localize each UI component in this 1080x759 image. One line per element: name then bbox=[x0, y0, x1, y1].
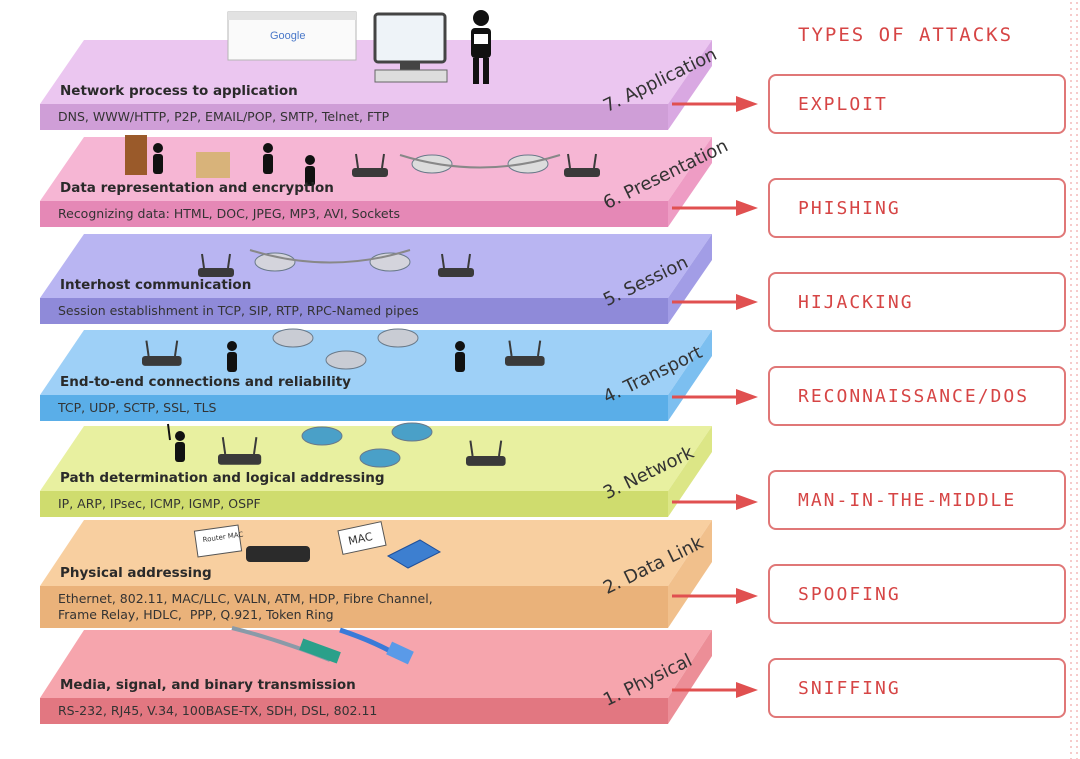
layer-protocols: RS-232, RJ45, V.34, 100BASE-TX, SDH, DSL… bbox=[58, 703, 378, 718]
layer-title: Physical addressing bbox=[60, 565, 212, 581]
arrow-head bbox=[736, 682, 758, 698]
network-switch-icon bbox=[386, 539, 442, 569]
attack-box: MAN-IN-THE-MIDDLE bbox=[768, 470, 1066, 530]
person-icon bbox=[227, 341, 237, 351]
arrow-head bbox=[736, 494, 758, 510]
person-icon bbox=[175, 431, 185, 441]
layer-side-face bbox=[668, 630, 712, 724]
attack-box: RECONNAISSANCE/DOS bbox=[768, 366, 1066, 426]
attack-box: SNIFFING bbox=[768, 658, 1066, 718]
arrow-head bbox=[736, 294, 758, 310]
bridge-icon bbox=[399, 154, 561, 169]
mac-tag-text: MAC bbox=[347, 530, 374, 548]
network-router-icon bbox=[301, 426, 343, 446]
layer-top-face bbox=[40, 330, 712, 395]
layer-protocols: TCP, UDP, SCTP, SSL, TLS bbox=[58, 400, 217, 415]
layer-protocols: Ethernet, 802.11, MAC/LLC, VALN, ATM, HD… bbox=[58, 591, 433, 622]
person-icon bbox=[473, 10, 489, 26]
rj45-connector-icon bbox=[386, 641, 414, 665]
flag-icon bbox=[167, 423, 171, 441]
mac-tag bbox=[337, 521, 387, 555]
package-box-icon bbox=[196, 152, 230, 178]
router-icon bbox=[466, 456, 506, 466]
network-router-icon bbox=[359, 448, 401, 468]
envelope-icon bbox=[474, 34, 488, 44]
layer-title: End-to-end connections and reliability bbox=[60, 374, 351, 390]
layer-protocol-bar bbox=[40, 586, 668, 628]
network-router-icon bbox=[254, 252, 296, 272]
arrow-head bbox=[736, 200, 758, 216]
layer-title: Data representation and encryption bbox=[60, 180, 334, 196]
attack-label: EXPLOIT bbox=[798, 94, 888, 115]
router-icon bbox=[438, 268, 474, 277]
browser-logo-text: Google bbox=[270, 30, 305, 42]
network-router-icon bbox=[377, 328, 419, 348]
layer-top-face bbox=[40, 630, 712, 698]
layer-title: Media, signal, and binary transmission bbox=[60, 677, 356, 693]
network-router-icon bbox=[391, 422, 433, 442]
attack-label: HIJACKING bbox=[798, 292, 914, 313]
keyboard-icon bbox=[374, 69, 448, 83]
layer-side-face bbox=[668, 520, 712, 628]
router-icon bbox=[564, 168, 600, 177]
layer-protocol-bar bbox=[40, 491, 668, 517]
arrow-head bbox=[736, 389, 758, 405]
bridge-icon bbox=[249, 249, 411, 264]
router-mac-tag bbox=[193, 524, 243, 558]
person-icon bbox=[263, 143, 273, 153]
layer-side-face bbox=[668, 137, 712, 227]
router-icon bbox=[246, 546, 310, 562]
network-router-icon bbox=[325, 350, 367, 370]
door-icon bbox=[125, 135, 147, 175]
attack-label: SNIFFING bbox=[798, 678, 901, 699]
attack-box: SPOOFING bbox=[768, 564, 1066, 624]
layer-title: Network process to application bbox=[60, 83, 298, 99]
layer-protocols: IP, ARP, IPsec, ICMP, IGMP, OSPF bbox=[58, 496, 261, 511]
computer-monitor-icon bbox=[373, 12, 447, 64]
layer-title: Interhost communication bbox=[60, 277, 252, 293]
attack-box: PHISHING bbox=[768, 178, 1066, 238]
person-icon bbox=[455, 341, 465, 351]
layer-side-face bbox=[668, 426, 712, 517]
router-icon bbox=[198, 268, 234, 277]
router-icon bbox=[352, 168, 388, 177]
layer-protocols: DNS, WWW/HTTP, P2P, EMAIL/POP, SMTP, Tel… bbox=[58, 109, 390, 124]
person-icon bbox=[153, 143, 163, 153]
layer-protocols: Recognizing data: HTML, DOC, JPEG, MP3, … bbox=[58, 206, 401, 221]
arrow-head bbox=[736, 588, 758, 604]
fiber-connector-icon bbox=[299, 638, 341, 664]
layer-protocols: Session establishment in TCP, SIP, RTP, … bbox=[58, 303, 419, 318]
router-icon bbox=[218, 454, 262, 465]
layer-protocol-bar bbox=[40, 395, 668, 421]
router-icon bbox=[505, 356, 545, 366]
layer-side-face bbox=[668, 40, 712, 130]
layer-protocol-bar bbox=[40, 201, 668, 227]
attack-label: RECONNAISSANCE/DOS bbox=[798, 386, 1030, 407]
attack-label: SPOOFING bbox=[798, 584, 901, 605]
attack-label: PHISHING bbox=[798, 198, 901, 219]
layer-protocol-bar bbox=[40, 698, 668, 724]
attack-label: MAN-IN-THE-MIDDLE bbox=[798, 490, 1017, 511]
layer-protocol-bar bbox=[40, 104, 668, 130]
person-icon bbox=[305, 155, 315, 165]
arrow-head bbox=[736, 96, 758, 112]
dotted-edge bbox=[1068, 0, 1080, 759]
attack-box: HIJACKING bbox=[768, 272, 1066, 332]
layer-title: Path determination and logical addressin… bbox=[60, 470, 385, 486]
layer-protocol-bar bbox=[40, 298, 668, 324]
attacks-title: TYPES OF ATTACKS bbox=[798, 24, 1014, 46]
router-icon bbox=[142, 356, 182, 366]
network-router-icon bbox=[272, 328, 314, 348]
attack-box: EXPLOIT bbox=[768, 74, 1066, 134]
